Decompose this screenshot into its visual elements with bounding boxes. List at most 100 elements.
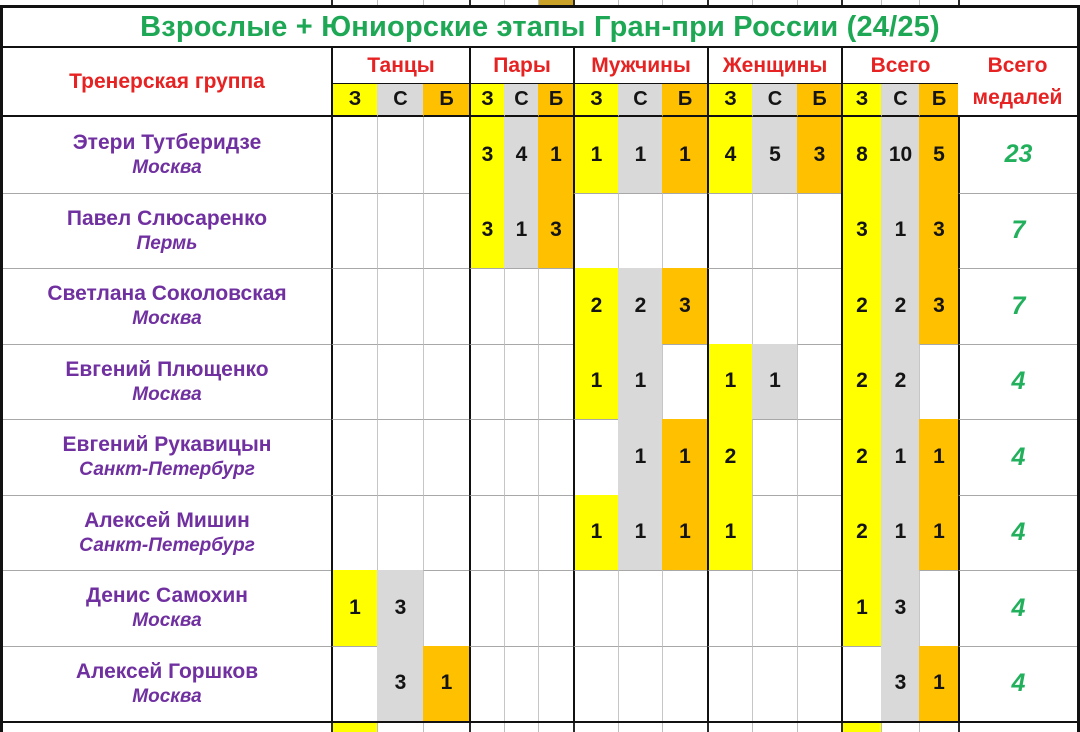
gridline-fragment	[573, 723, 575, 732]
medal-letter-header-dance-bronze: Б	[423, 84, 469, 117]
medal-cell-men-gold: 1	[573, 117, 618, 193]
coach-cell: Евгений РукавицынСанкт-Петербург	[3, 419, 331, 495]
medal-cell-dance-gold	[331, 495, 377, 571]
medal-cell-pairs-silver	[504, 419, 538, 495]
medal-letter-header-women-gold: З	[707, 84, 752, 117]
medal-cell-pairs-bronze	[538, 495, 573, 571]
medal-cell-women-silver	[752, 268, 797, 344]
group-header-pairs: Пары	[469, 48, 573, 84]
medal-cell-pairs-bronze	[538, 570, 573, 646]
medal-cell-dance-bronze	[423, 419, 469, 495]
medal-cell-dance-bronze	[423, 117, 469, 193]
medal-cell-men-bronze: 1	[662, 495, 707, 571]
medal-cell-women-bronze	[797, 268, 841, 344]
medal-cell-dance-bronze	[423, 268, 469, 344]
total-medals-cell: 4	[958, 344, 1077, 420]
medal-cell-pairs-silver: 1	[504, 193, 538, 269]
coach-city: Москва	[132, 309, 201, 330]
medal-cell-dance-silver	[377, 419, 423, 495]
medal-cell-dance-gold	[331, 117, 377, 193]
medal-cell-pairs-gold	[469, 570, 504, 646]
medal-cell-total-gold: 2	[841, 268, 881, 344]
medal-cell-women-silver: 1	[752, 344, 797, 420]
medal-cell-men-silver	[618, 646, 662, 722]
medal-cell-dance-silver: 3	[377, 646, 423, 722]
medal-cell-men-bronze: 1	[662, 419, 707, 495]
medal-cell-women-gold	[707, 570, 752, 646]
gridline-fragment	[841, 723, 843, 732]
medal-letter-header-total-silver: С	[881, 84, 919, 117]
medal-cell-total-gold: 1	[841, 570, 881, 646]
coach-cell: Павел СлюсаренкоПермь	[3, 193, 331, 269]
medal-cell-total-bronze: 3	[919, 268, 958, 344]
medal-cell-men-bronze: 1	[662, 117, 707, 193]
medal-cell-total-silver: 2	[881, 268, 919, 344]
total-medals-cell: 7	[958, 193, 1077, 269]
group-header-total: Всего	[841, 48, 958, 84]
medal-cell-dance-silver	[377, 117, 423, 193]
coach-name: Светлана Соколовская	[47, 282, 286, 305]
medal-cell-men-gold: 1	[573, 495, 618, 571]
medal-cell-pairs-gold	[469, 646, 504, 722]
medal-letter-header-women-silver: С	[752, 84, 797, 117]
medal-cell-dance-silver	[377, 495, 423, 571]
medal-cell-total-bronze: 1	[919, 495, 958, 571]
medal-cell-pairs-bronze	[538, 268, 573, 344]
cutoff-gold-cell-fragment	[331, 723, 377, 732]
medal-cell-women-silver	[752, 419, 797, 495]
total-medals-cell: 4	[958, 570, 1077, 646]
medal-cell-men-gold: 2	[573, 268, 618, 344]
medal-cell-total-gold: 2	[841, 419, 881, 495]
medal-cell-pairs-silver	[504, 646, 538, 722]
gridline-fragment	[331, 723, 333, 732]
coach-name: Евгений Плющенко	[65, 358, 268, 381]
medal-cell-dance-silver	[377, 344, 423, 420]
medal-cell-total-bronze: 5	[919, 117, 958, 193]
medal-cell-total-silver: 2	[881, 344, 919, 420]
gridline-fragment	[662, 723, 663, 732]
medal-cell-men-gold	[573, 570, 618, 646]
medal-cell-men-silver	[618, 570, 662, 646]
medal-cell-pairs-gold	[469, 495, 504, 571]
medal-cell-dance-bronze: 1	[423, 646, 469, 722]
gridline-fragment	[797, 723, 798, 732]
medal-cell-women-silver	[752, 193, 797, 269]
medal-cell-women-bronze	[797, 419, 841, 495]
coach-name: Алексей Мишин	[84, 509, 250, 532]
coach-cell: Денис СамохинМосква	[3, 570, 331, 646]
medal-cell-total-gold: 8	[841, 117, 881, 193]
gridline-fragment	[469, 723, 471, 732]
total-medals-cell: 4	[958, 646, 1077, 722]
medal-cell-dance-gold	[331, 646, 377, 722]
medal-cell-men-gold	[573, 419, 618, 495]
medal-cell-pairs-bronze	[538, 344, 573, 420]
medal-cell-pairs-gold: 3	[469, 193, 504, 269]
coach-name: Этери Тутберидзе	[73, 131, 262, 154]
medal-cell-total-silver: 1	[881, 419, 919, 495]
coach-name: Евгений Рукавицын	[63, 433, 272, 456]
medal-cell-women-gold: 1	[707, 344, 752, 420]
gridline-fragment	[958, 723, 960, 732]
medal-cell-dance-bronze	[423, 495, 469, 571]
gridline-fragment	[707, 723, 709, 732]
medal-cell-total-gold: 3	[841, 193, 881, 269]
gridline-fragment	[377, 723, 378, 732]
medal-cell-men-bronze	[662, 570, 707, 646]
medal-cell-men-gold	[573, 193, 618, 269]
gridline-fragment	[881, 723, 882, 732]
group-header-women: Женщины	[707, 48, 841, 84]
bottom-cutoff-row-strip	[0, 723, 1080, 732]
medal-cell-women-bronze	[797, 495, 841, 571]
medal-cell-dance-silver	[377, 193, 423, 269]
medal-cell-total-gold	[841, 646, 881, 722]
medal-letter-header-dance-gold: З	[331, 84, 377, 117]
medal-cell-women-gold: 4	[707, 117, 752, 193]
medal-cell-women-gold: 2	[707, 419, 752, 495]
medal-cell-pairs-gold	[469, 344, 504, 420]
medal-cell-women-silver	[752, 570, 797, 646]
medal-cell-men-silver: 1	[618, 117, 662, 193]
coach-cell: Алексей МишинСанкт-Петербург	[3, 495, 331, 571]
medal-cell-pairs-bronze	[538, 419, 573, 495]
medal-cell-women-gold: 1	[707, 495, 752, 571]
medal-cell-women-gold	[707, 193, 752, 269]
